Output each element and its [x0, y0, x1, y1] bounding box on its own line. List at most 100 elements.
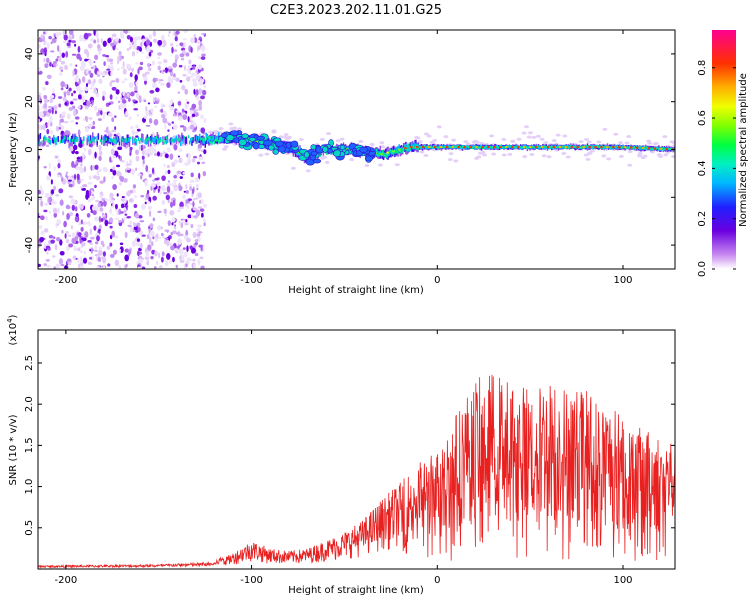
- line-mark: [39, 132, 42, 140]
- noise-mark: [189, 37, 195, 44]
- noise-mark: [171, 182, 174, 188]
- line-mark: [120, 137, 123, 147]
- line-mark: [400, 149, 403, 154]
- noise-mark: [148, 34, 153, 40]
- noise-mark: [196, 228, 201, 232]
- line-mark: [393, 150, 396, 157]
- line-mark: [406, 148, 408, 152]
- line-mark: [426, 145, 428, 149]
- noise-mark: [99, 207, 104, 212]
- noise-mark: [197, 258, 201, 266]
- colorbar-tick-label: 0.4: [697, 160, 708, 176]
- noise-mark: [92, 175, 98, 179]
- line-mark: [429, 146, 432, 149]
- noise-mark: [68, 35, 73, 42]
- peak-mark: [665, 148, 669, 151]
- line-mark: [592, 145, 594, 147]
- blob-mark: [310, 150, 318, 157]
- noise-mark: [200, 44, 206, 52]
- noise-mark: [108, 217, 114, 223]
- noise-mark: [75, 166, 81, 171]
- line-mark: [135, 140, 137, 146]
- line-mark: [610, 147, 612, 149]
- noise-mark: [144, 115, 148, 119]
- noise-mark: [72, 98, 78, 101]
- noise-mark: [46, 42, 50, 49]
- line-mark: [402, 148, 405, 151]
- noise-mark: [196, 187, 199, 191]
- line-mark: [145, 138, 147, 142]
- noise-mark: [45, 245, 51, 249]
- line-mark: [386, 147, 388, 156]
- line-mark: [661, 147, 663, 150]
- noise-mark: [63, 92, 67, 98]
- noise-mark: [182, 194, 186, 200]
- line-mark: [566, 145, 569, 149]
- noise-mark: [166, 147, 171, 153]
- peak-mark: [421, 146, 425, 149]
- noise-mark: [186, 101, 190, 104]
- noise-mark: [176, 248, 180, 253]
- noise-mark: [70, 120, 75, 123]
- colorbar-tick-label: 0.0: [697, 261, 708, 277]
- noise-mark: [192, 231, 197, 239]
- noise-mark: [49, 115, 53, 121]
- noise-mark: [178, 206, 181, 210]
- line-mark: [590, 146, 592, 148]
- halo-mark: [671, 155, 675, 159]
- noise-mark: [147, 62, 151, 68]
- noise-mark: [153, 266, 157, 269]
- halo-mark: [524, 125, 530, 129]
- peak-mark: [606, 146, 609, 149]
- noise-mark: [42, 35, 46, 43]
- halo-mark: [237, 127, 243, 131]
- noise-mark: [201, 161, 206, 165]
- blob-mark: [303, 151, 310, 159]
- noise-mark: [57, 207, 60, 214]
- line-mark: [123, 137, 125, 147]
- line-mark: [107, 136, 110, 143]
- noise-mark: [97, 37, 100, 44]
- line-mark: [173, 138, 175, 144]
- noise-mark: [189, 75, 194, 78]
- blob-mark: [272, 148, 279, 155]
- noise-mark: [193, 215, 198, 218]
- noise-mark: [52, 255, 56, 258]
- noise-mark: [55, 58, 59, 62]
- noise-mark: [113, 133, 117, 137]
- line-mark: [616, 145, 619, 147]
- noise-mark: [147, 244, 152, 251]
- halo-mark: [414, 135, 420, 139]
- noise-mark: [132, 184, 137, 189]
- line-mark: [521, 146, 523, 150]
- noise-mark: [164, 259, 169, 267]
- noise-mark: [156, 225, 162, 231]
- blob-mark: [313, 158, 322, 164]
- noise-mark: [150, 230, 153, 236]
- noise-mark: [109, 225, 113, 229]
- noise-mark: [43, 103, 48, 109]
- noise-mark: [157, 61, 162, 65]
- line-mark: [492, 146, 494, 149]
- noise-mark: [138, 66, 143, 71]
- noise-mark: [87, 59, 93, 64]
- line-mark: [471, 145, 474, 148]
- line-mark: [586, 146, 589, 148]
- noise-mark: [40, 230, 45, 235]
- noise-mark: [77, 106, 81, 109]
- noise-mark: [194, 239, 199, 242]
- noise-mark: [173, 248, 178, 252]
- line-mark: [125, 138, 127, 142]
- noise-mark: [191, 158, 196, 163]
- line-mark: [213, 135, 215, 141]
- line-mark: [555, 146, 558, 148]
- noise-mark: [87, 43, 93, 49]
- noise-mark: [88, 189, 92, 197]
- spectrogram-ylabel: Frequency (Hz): [8, 112, 19, 188]
- noise-mark: [191, 199, 195, 203]
- line-mark: [626, 147, 629, 149]
- noise-mark: [54, 110, 57, 115]
- noise-mark: [119, 176, 125, 182]
- noise-mark: [195, 183, 199, 188]
